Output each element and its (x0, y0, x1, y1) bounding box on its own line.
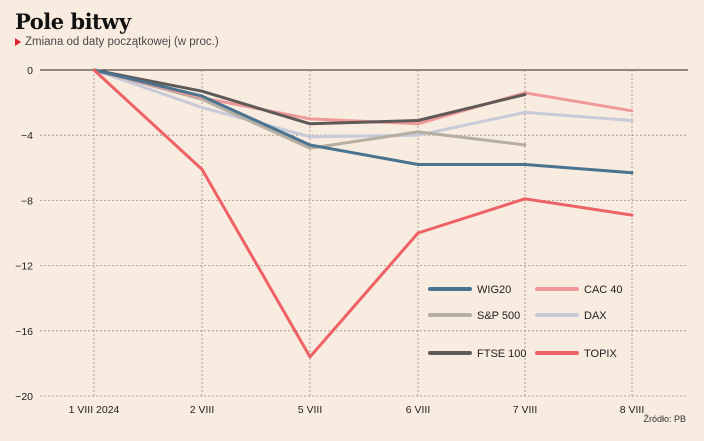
x-tick-label: 6 VIII (406, 404, 431, 416)
series-line-topix (92, 68, 634, 359)
x-tick-label: 1 VIII 2024 (69, 404, 120, 416)
triangle-marker-icon (15, 38, 21, 46)
subtitle-text: Zmiana od daty początkowej (w proc.) (25, 36, 219, 48)
x-tick-label: 7 VIII (513, 404, 538, 416)
x-tick-label: 5 VIII (298, 404, 323, 416)
y-tick-label: −8 (21, 195, 33, 207)
legend-label-dax: DAX (584, 310, 607, 322)
series-line-wig20 (92, 68, 634, 175)
legend-label-topix: TOPIX (584, 348, 617, 360)
x-tick-label: 2 VIII (190, 404, 215, 416)
y-tick-label: −4 (21, 130, 33, 142)
y-tick-label: −16 (15, 326, 33, 338)
legend-label-wig20: WIG20 (477, 284, 511, 296)
series-line-ftse-100 (92, 68, 527, 126)
y-tick-label: −12 (15, 261, 33, 273)
series-line-dax (92, 68, 634, 139)
legend-label-ftse-100: FTSE 100 (477, 348, 527, 360)
x-tick-label: 8 VIII (620, 404, 645, 416)
legend-label-cac-40: CAC 40 (584, 284, 623, 296)
y-tick-label: −20 (15, 391, 33, 403)
chart-subtitle: Zmiana od daty początkowej (w proc.) (15, 36, 219, 48)
source-note: Źródło: PB (643, 414, 686, 424)
legend-label-s-p-500: S&P 500 (477, 310, 520, 322)
y-tick-label: 0 (27, 65, 33, 77)
chart-title: Pole bitwy (15, 9, 131, 34)
